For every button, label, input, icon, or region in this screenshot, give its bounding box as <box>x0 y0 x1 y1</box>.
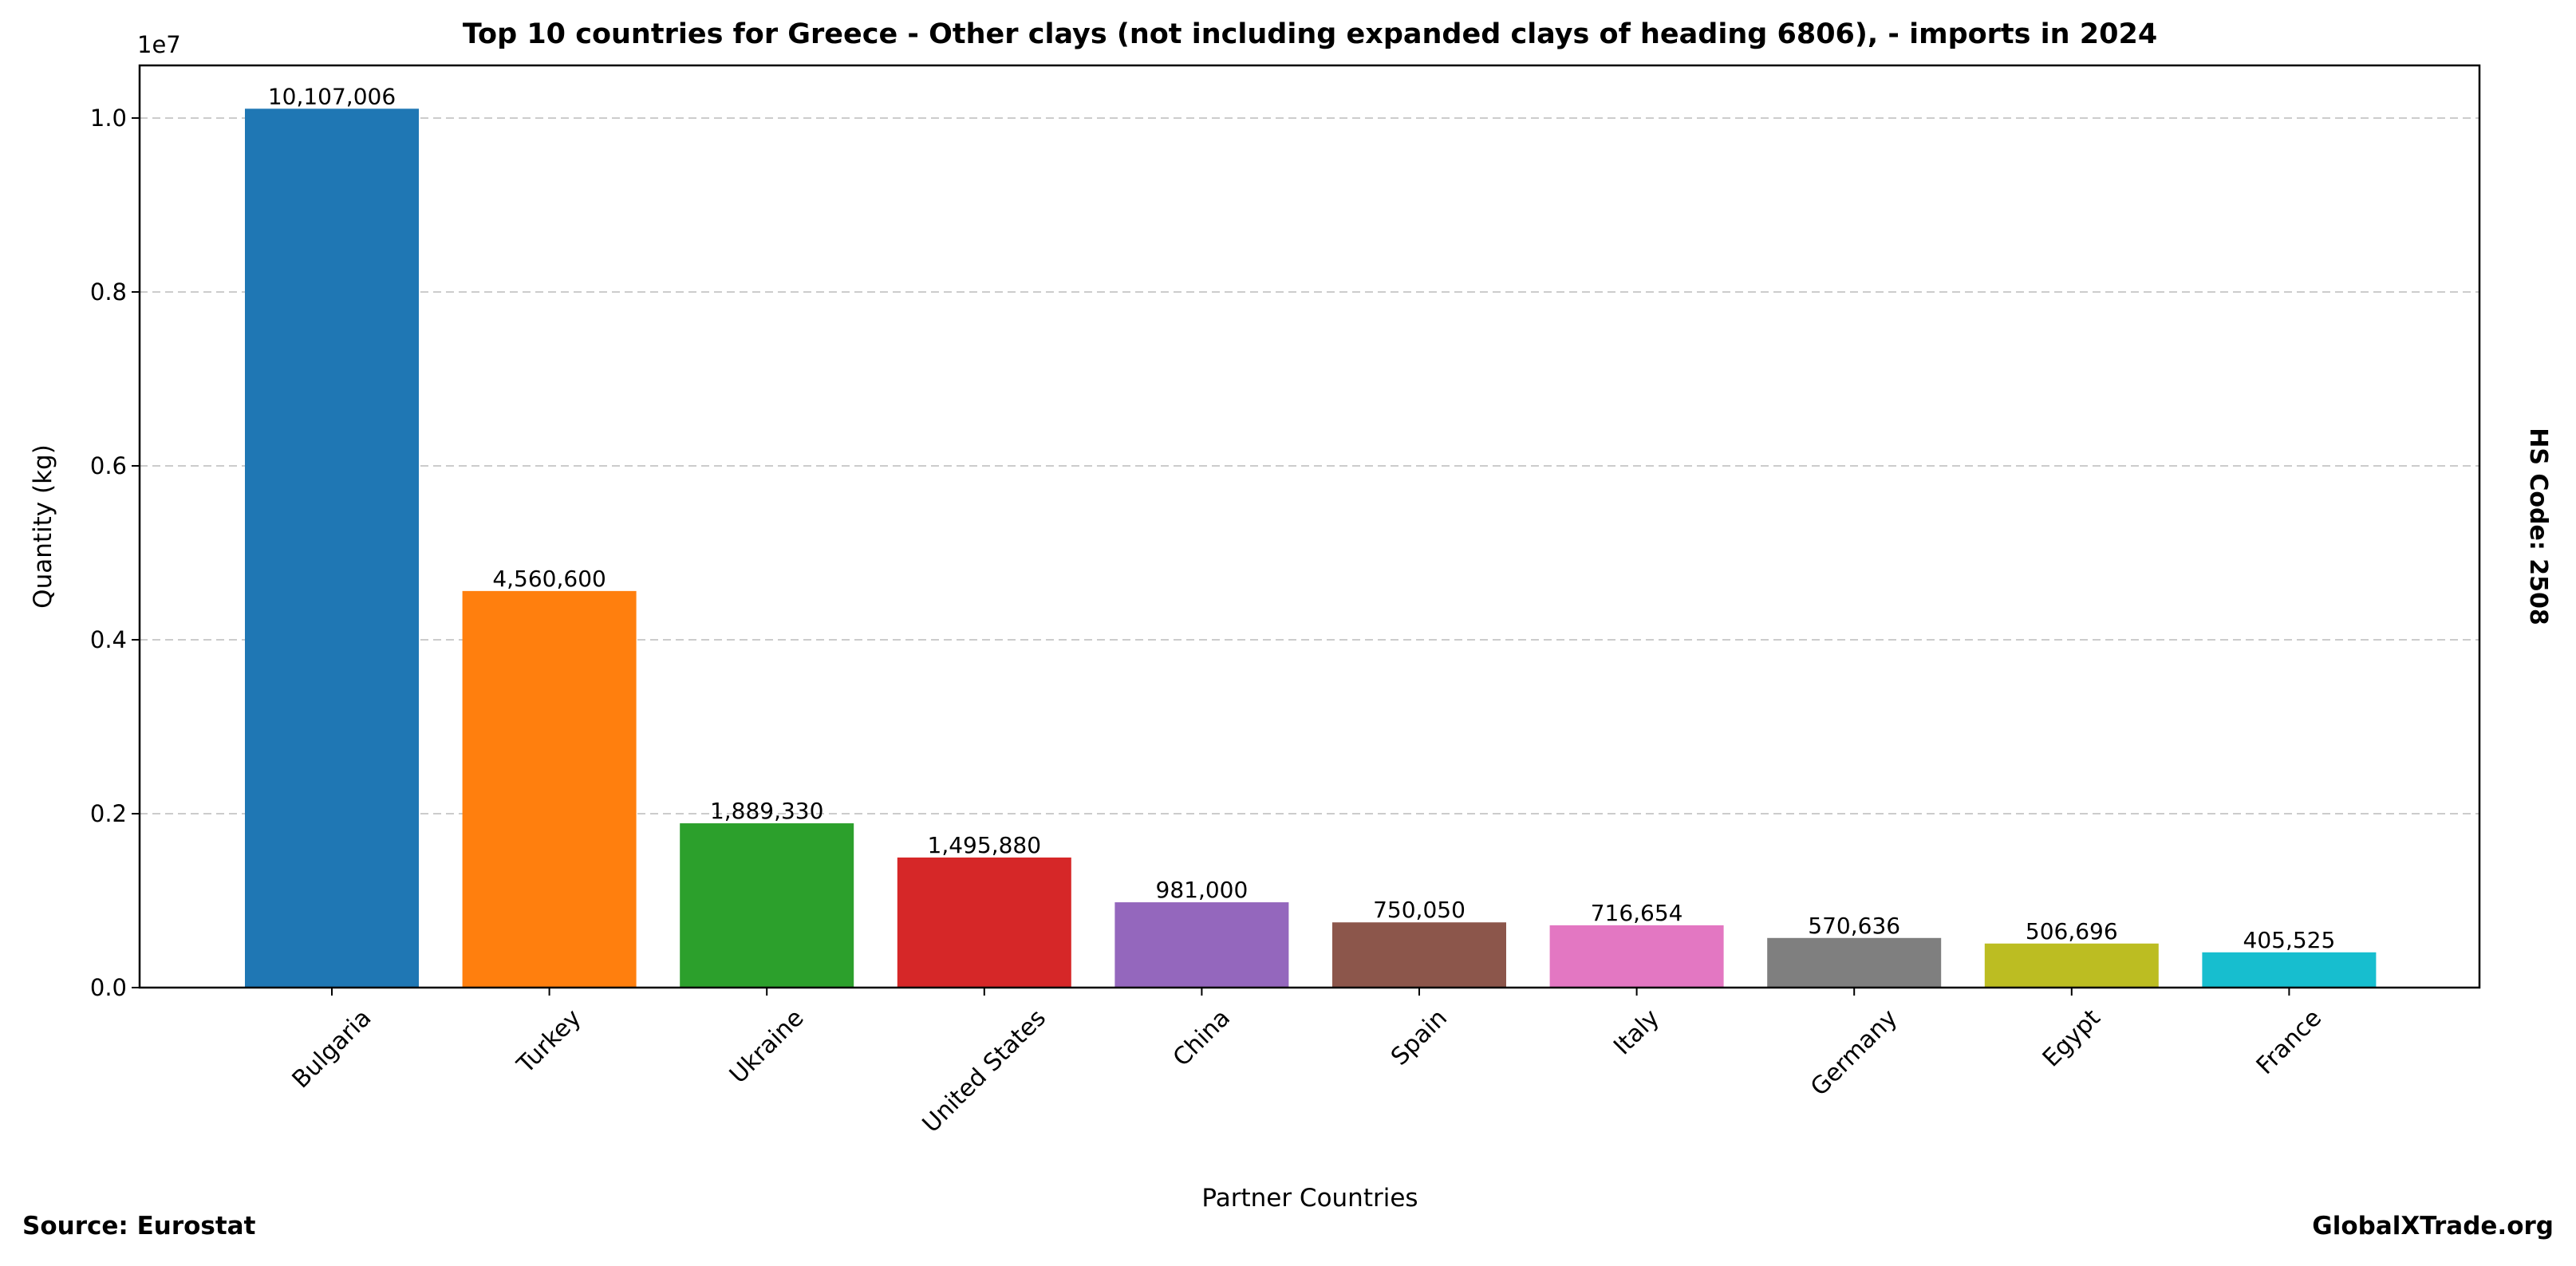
x-tick-label: Italy <box>1608 1004 1665 1061</box>
chart-title: Top 10 countries for Greece - Other clay… <box>463 18 2157 50</box>
y-tick-label: 1.0 <box>90 105 127 132</box>
x-tick-label: Ukraine <box>724 1004 810 1090</box>
bar-united-states <box>897 857 1071 988</box>
y-offset-label: 1e7 <box>137 31 181 58</box>
bar-turkey <box>462 590 637 988</box>
x-tick-label: China <box>1168 1004 1236 1072</box>
x-tick-label: Egypt <box>2038 1004 2106 1072</box>
bar-italy <box>1549 925 1724 988</box>
bar-egypt <box>1984 943 2159 988</box>
y-tick-label: 0.6 <box>90 452 127 479</box>
x-tick-label: France <box>2251 1004 2327 1080</box>
bar-china <box>1114 902 1289 988</box>
value-label: 4,560,600 <box>492 566 606 592</box>
x-tick-label: Turkey <box>511 1004 586 1079</box>
bar-ukraine <box>680 823 854 988</box>
value-label: 506,696 <box>2026 918 2118 945</box>
source-label: Source: Eurostat <box>22 1212 256 1240</box>
bar-germany <box>1767 937 1942 988</box>
value-label: 405,525 <box>2243 927 2336 953</box>
value-label: 570,636 <box>1808 913 1900 939</box>
value-label: 716,654 <box>1591 900 1683 926</box>
value-label: 10,107,006 <box>268 83 396 109</box>
y-tick-label: 0.2 <box>90 800 127 827</box>
brand-label: GlobalXTrade.org <box>2312 1212 2554 1240</box>
bar-france <box>2202 952 2377 988</box>
x-tick-label: Bulgaria <box>287 1004 377 1094</box>
value-label: 1,889,330 <box>710 798 824 824</box>
x-axis-label: Partner Countries <box>1201 1184 1418 1213</box>
x-tick-label: Spain <box>1386 1004 1453 1071</box>
y-tick-label: 0.0 <box>90 974 127 1001</box>
value-label: 750,050 <box>1373 897 1466 923</box>
y-tick-label: 0.8 <box>90 278 127 306</box>
hs-code-label: HS Code: 2508 <box>2524 428 2552 625</box>
y-axis-label: Quantity (kg) <box>29 444 57 609</box>
x-tick-label: United States <box>917 1004 1051 1138</box>
value-label: 981,000 <box>1156 877 1249 903</box>
bar-bulgaria <box>245 108 419 988</box>
bar-spain <box>1332 922 1506 988</box>
value-label: 1,495,880 <box>928 832 1042 858</box>
y-tick-label: 0.4 <box>90 626 127 653</box>
plot-frame <box>138 64 2481 989</box>
x-tick-label: Germany <box>1805 1004 1903 1102</box>
